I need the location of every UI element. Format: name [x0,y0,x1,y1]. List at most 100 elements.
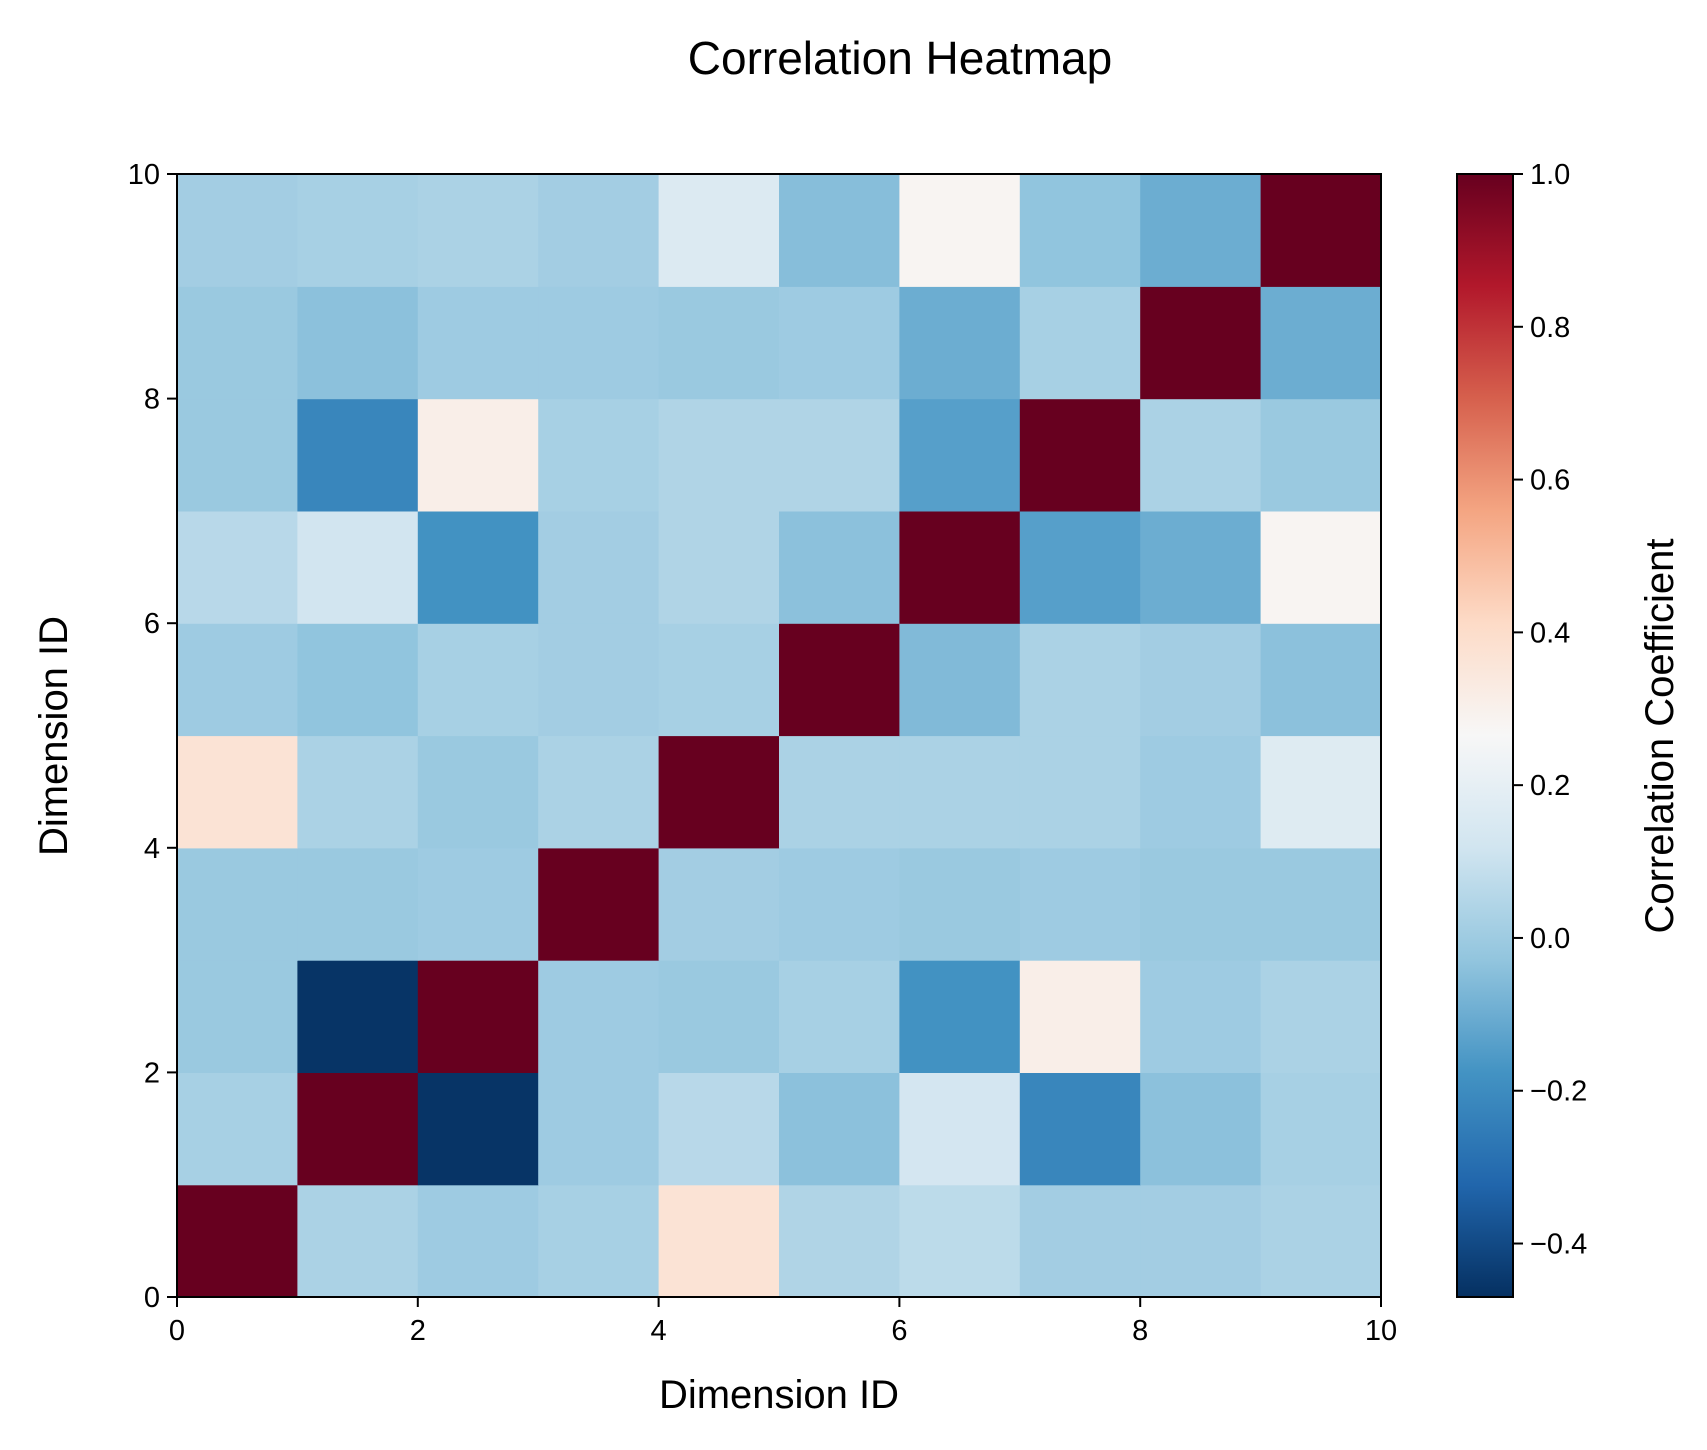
heatmap-cell [779,847,900,961]
heatmap-cell [658,510,780,624]
heatmap-cell [1260,1072,1382,1186]
x-axis-label: Dimension ID [659,1373,899,1417]
heatmap-cell [1140,847,1262,961]
heatmap-cell [177,286,298,400]
heatmap-cell [1019,623,1141,737]
heatmap-cell [658,623,780,737]
x-tick-label: 0 [169,1315,185,1347]
colorbar-tick-label: 0.0 [1530,923,1570,955]
heatmap-cell [779,1072,900,1186]
heatmap-cell [779,286,900,400]
colorbar-tick-label: −0.4 [1530,1229,1587,1261]
heatmap-cell [658,735,780,849]
heatmap-cell [779,1184,900,1298]
heatmap-cell [1260,286,1382,400]
x-tick-label: 10 [1365,1315,1397,1347]
heatmap-cell [1019,510,1141,624]
heatmap-cell [899,735,1021,849]
heatmap-cell [538,623,660,737]
heatmap-cell [297,174,419,287]
heatmap-cell [1019,174,1141,287]
x-tick-label: 8 [1132,1315,1148,1347]
heatmap-cell [658,286,780,400]
heatmap-cell [1140,286,1262,400]
heatmap-cell [177,847,298,961]
colorbar-tick-label: 0.8 [1530,312,1570,344]
x-tick-label: 4 [651,1315,667,1347]
heatmap-cell [538,847,660,961]
heatmap-cell [1260,398,1382,512]
heatmap-cell [417,510,539,624]
x-tick-label: 6 [891,1315,907,1347]
heatmap-cell [899,174,1021,287]
colorbar-tick-label: −0.2 [1530,1076,1587,1108]
plot-frame [176,173,1382,1298]
colorbar [1456,173,1514,1298]
heatmap-cell [297,286,419,400]
heatmap-cell [417,1184,539,1298]
heatmap-cell [658,960,780,1073]
heatmap-cell [1140,623,1262,737]
heatmap-cell [1260,510,1382,624]
heatmap-cell [1140,1184,1262,1298]
chart-title: Correlation Heatmap [688,32,1112,84]
heatmap-cell [177,1072,298,1186]
colorbar-ticks: −0.4 −0.2 0.0 0.2 0.4 0.6 0.8 1.0 [1513,159,1587,1261]
heatmap-cell [1019,735,1141,849]
heatmap-cell [899,1072,1021,1186]
heatmap-cell [538,1072,660,1186]
heatmap-cell [779,960,900,1073]
heatmap-cell [538,286,660,400]
colorbar-tick-label: 0.2 [1530,770,1570,802]
y-tick-label: 4 [144,833,160,865]
heatmap-cell [1260,174,1382,287]
heatmap-cell [658,1072,780,1186]
heatmap-cell [1019,1184,1141,1298]
heatmap-cell [297,735,419,849]
heatmap-cell [1260,623,1382,737]
heatmap-cell [1260,960,1382,1073]
heatmap-cell [1019,960,1141,1073]
heatmap-cell [297,1072,419,1186]
heatmap-cell [177,960,298,1073]
heatmap-cell [899,847,1021,961]
heatmap-cell [297,847,419,961]
heatmap-cell [297,623,419,737]
heatmap-cell [899,1184,1021,1298]
heatmap-cell [417,960,539,1073]
y-tick-label: 6 [144,608,160,640]
colorbar-label: Correlation Coefficient [1638,538,1682,933]
y-axis-label: Dimension ID [32,616,76,856]
heatmap-cell [1019,286,1141,400]
heatmap-cell [1260,1184,1382,1298]
heatmap-cell [1140,510,1262,624]
heatmap-cell [538,735,660,849]
y-tick-label: 8 [144,384,160,416]
heatmap-cell [779,174,900,287]
heatmap-cell [658,398,780,512]
heatmap-cell [297,1184,419,1298]
heatmap-cell [1140,174,1262,287]
heatmap-cell [538,960,660,1073]
heatmap-cell [538,398,660,512]
heatmap-cell [779,510,900,624]
heatmap-cell [417,735,539,849]
heatmap-cell [899,960,1021,1073]
heatmap-cell [899,510,1021,624]
heatmap-cell [1140,398,1262,512]
y-tick-label: 0 [144,1282,160,1314]
heatmap-cell [1140,1072,1262,1186]
colorbar-tick-label: 0.4 [1530,617,1570,649]
heatmap-cell [1140,735,1262,849]
heatmap-cell [417,1072,539,1186]
heatmap-cell [297,510,419,624]
heatmap-cell [899,398,1021,512]
colorbar-tick-label: 1.0 [1530,159,1570,191]
heatmap-cell [779,735,900,849]
heatmap-cell [1019,847,1141,961]
y-axis-ticks: 0 2 4 6 8 10 [128,159,177,1314]
heatmap-cells [177,174,1382,1298]
heatmap-cell [1019,1072,1141,1186]
heatmap-cell [779,623,900,737]
